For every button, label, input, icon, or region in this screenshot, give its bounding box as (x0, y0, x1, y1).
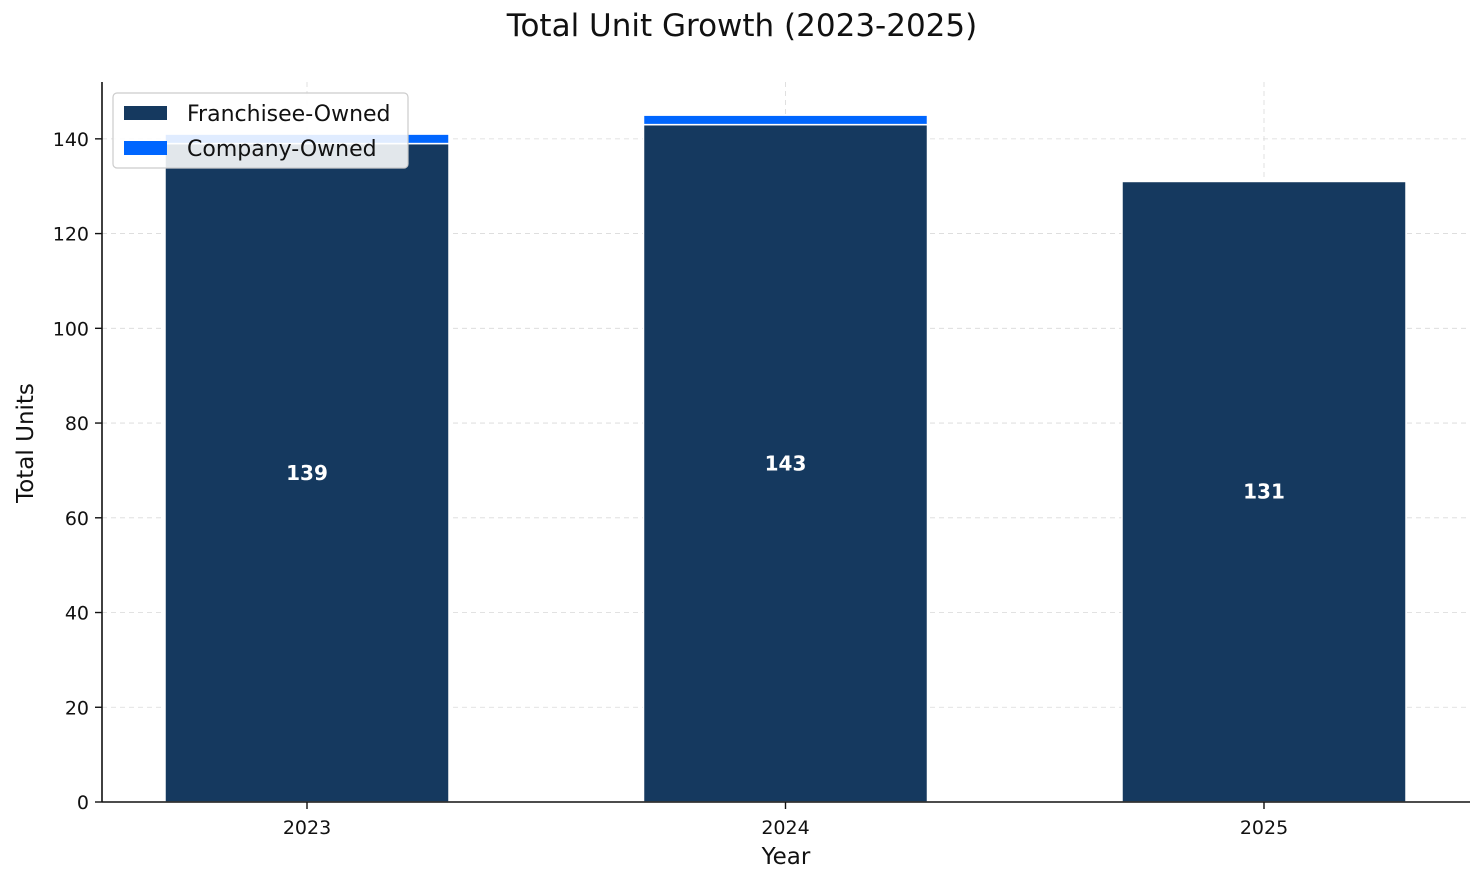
y-tick-label-120: 120 (53, 224, 89, 246)
y-axis-label: Total Units (13, 383, 39, 504)
data-label-2023: 139 (286, 461, 328, 485)
legend: Franchisee-Owned Company-Owned (112, 92, 409, 169)
chart-title: Total Unit Growth (2023-2025) (506, 8, 978, 44)
y-tick-label-40: 40 (65, 603, 89, 625)
data-label-2024: 143 (765, 451, 807, 475)
legend-box (112, 92, 409, 169)
legend-swatch-company-owned (124, 141, 167, 155)
x-axis-label: Year (761, 844, 811, 870)
bar-franchisee-owned-2024 (642, 123, 929, 803)
legend-label-company-owned: Company-Owned (187, 137, 377, 162)
bar-franchisee-owned-2025 (1121, 180, 1407, 803)
y-tick-label-0: 0 (77, 792, 89, 814)
axis-ticks: 0 20 40 60 80 100 120 140 2023 2024 2025 (53, 129, 1288, 839)
x-tick-label-2025: 2025 (1240, 817, 1288, 839)
y-tick-label-60: 60 (65, 508, 89, 530)
y-tick-label-20: 20 (65, 697, 89, 719)
data-labels: 139 143 131 (286, 451, 1285, 503)
bars (164, 114, 1407, 803)
y-tick-label-140: 140 (53, 129, 89, 151)
bar-company-owned-2024 (642, 114, 929, 126)
y-tick-label-80: 80 (65, 413, 89, 435)
x-tick-label-2023: 2023 (283, 817, 331, 839)
y-tick-label-100: 100 (53, 318, 89, 340)
legend-swatch-franchisee-owned (124, 106, 167, 120)
x-tick-label-2024: 2024 (761, 817, 809, 839)
data-label-2025: 131 (1243, 480, 1285, 504)
legend-label-franchisee-owned: Franchisee-Owned (187, 102, 391, 127)
